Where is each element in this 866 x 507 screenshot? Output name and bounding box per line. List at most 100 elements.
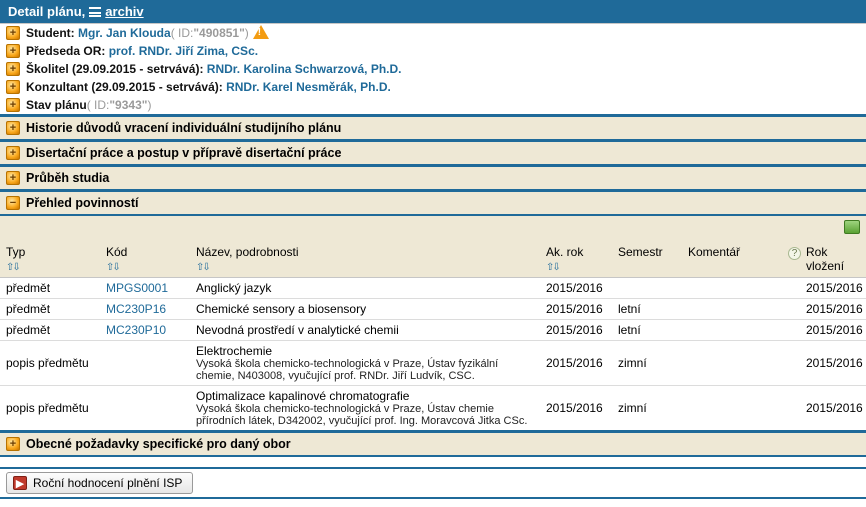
cell-comment: [682, 299, 782, 320]
duties-table-wrap: Typ ⇧⇩ Kód ⇧⇩ Název, podrobnosti ⇧⇩ Ak. …: [0, 214, 866, 430]
archive-link[interactable]: archiv: [105, 4, 143, 19]
section-history[interactable]: Historie důvodů vracení individuální stu…: [0, 117, 866, 139]
list-icon: [89, 7, 101, 17]
consultant-label: Konzultant (29.09.2015 - setrvává):: [26, 80, 223, 94]
student-name[interactable]: Mgr. Jan Klouda: [78, 26, 171, 40]
col-code[interactable]: Kód ⇧⇩: [100, 241, 190, 278]
expand-icon[interactable]: [6, 121, 20, 135]
cell-sub: Vysoká škola chemicko-technologická v Pr…: [196, 358, 534, 382]
cell-semester: letní: [612, 299, 682, 320]
consultant-name[interactable]: RNDr. Karel Nesměrák, Ph.D.: [226, 80, 391, 94]
cell-insert: 2015/2016: [800, 341, 866, 386]
cell-semester: letní: [612, 320, 682, 341]
expand-icon[interactable]: [6, 62, 20, 76]
cell-type: popis předmětu: [0, 341, 100, 386]
table-header-row: Typ ⇧⇩ Kód ⇧⇩ Název, podrobnosti ⇧⇩ Ak. …: [0, 241, 866, 278]
code-link[interactable]: MC230P16: [106, 302, 166, 316]
cell-semester: [612, 278, 682, 299]
tutor-label: Školitel (29.09.2015 - setrvává):: [26, 62, 203, 76]
section-progress-title: Průběh studia: [26, 171, 109, 185]
section-duties[interactable]: Přehled povinností: [0, 192, 866, 214]
student-id-prefix: ( ID:: [171, 26, 194, 40]
duties-table: Typ ⇧⇩ Kód ⇧⇩ Název, podrobnosti ⇧⇩ Ak. …: [0, 216, 866, 430]
row-state: Stav plánu ( ID: "9343" ): [0, 96, 866, 114]
cell-year: 2015/2016: [540, 278, 612, 299]
cell-type: popis předmětu: [0, 386, 100, 431]
cell-year: 2015/2016: [540, 341, 612, 386]
table-row: popis předmětuOptimalizace kapalinové ch…: [0, 386, 866, 431]
code-link[interactable]: MC230P10: [106, 323, 166, 337]
cell-type: předmět: [0, 278, 100, 299]
col-help[interactable]: ?: [782, 241, 800, 278]
cell-year: 2015/2016: [540, 320, 612, 341]
student-label: Student:: [26, 26, 75, 40]
section-generic-title: Obecné požadavky specifické pro daný obo…: [26, 437, 291, 451]
row-chair: Předseda OR: prof. RNDr. Jiří Zima, CSc.: [0, 42, 866, 60]
state-id-prefix: ( ID:: [87, 98, 110, 112]
cell-year: 2015/2016: [540, 299, 612, 320]
section-progress[interactable]: Průběh studia: [0, 167, 866, 189]
col-year[interactable]: Ak. rok ⇧⇩: [540, 241, 612, 278]
cell-insert: 2015/2016: [800, 386, 866, 431]
row-consultant: Konzultant (29.09.2015 - setrvává): RNDr…: [0, 78, 866, 96]
help-icon: ?: [788, 247, 801, 260]
annual-eval-label: Roční hodnocení plnění ISP: [33, 476, 182, 490]
cell-insert: 2015/2016: [800, 299, 866, 320]
row-student: Student: Mgr. Jan Klouda ( ID: "490851" …: [0, 24, 866, 42]
cell-sub: Vysoká škola chemicko-technologická v Pr…: [196, 403, 534, 427]
code-link[interactable]: MPGS0001: [106, 281, 168, 295]
section-history-title: Historie důvodů vracení individuální stu…: [26, 121, 341, 135]
tutor-name[interactable]: RNDr. Karolina Schwarzová, Ph.D.: [207, 62, 402, 76]
annual-eval-button[interactable]: ▶ Roční hodnocení plnění ISP: [6, 472, 193, 494]
col-type[interactable]: Typ ⇧⇩: [0, 241, 100, 278]
cell-insert: 2015/2016: [800, 320, 866, 341]
student-id-suffix: ): [245, 26, 249, 40]
cell-name: Anglický jazyk: [196, 281, 271, 295]
cell-comment: [682, 320, 782, 341]
state-id: "9343": [109, 98, 147, 112]
collapse-icon[interactable]: [6, 196, 20, 210]
expand-icon[interactable]: [6, 146, 20, 160]
header-title-prefix: Detail plánu,: [8, 4, 85, 19]
footer-row: ▶ Roční hodnocení plnění ISP: [0, 467, 866, 499]
cell-comment: [682, 278, 782, 299]
sort-icon[interactable]: ⇧⇩: [106, 262, 119, 273]
cell-type: předmět: [0, 320, 100, 341]
section-thesis-title: Disertační práce a postup v přípravě dis…: [26, 146, 341, 160]
table-row: popis předmětuElektrochemieVysoká škola …: [0, 341, 866, 386]
col-insert[interactable]: Rok vložení: [800, 241, 866, 278]
sort-icon[interactable]: ⇧⇩: [196, 262, 209, 273]
section-thesis[interactable]: Disertační práce a postup v přípravě dis…: [0, 142, 866, 164]
expand-icon[interactable]: [6, 437, 20, 451]
export-button[interactable]: [844, 220, 860, 234]
table-row: předmět MC230P16 Chemické sensory a biosen…: [0, 299, 866, 320]
cell-semester: zimní: [612, 341, 682, 386]
cell-name: Nevodná prostředí v analytické chemii: [196, 323, 399, 337]
sort-icon[interactable]: ⇧⇩: [546, 262, 559, 273]
expand-icon[interactable]: [6, 80, 20, 94]
expand-icon[interactable]: [6, 26, 20, 40]
col-comment[interactable]: Komentář: [682, 241, 782, 278]
expand-icon[interactable]: [6, 44, 20, 58]
cell-type: předmět: [0, 299, 100, 320]
cell-insert: 2015/2016: [800, 278, 866, 299]
state-id-suffix: ): [147, 98, 151, 112]
state-label: Stav plánu: [26, 98, 87, 112]
chair-label: Předseda OR:: [26, 44, 105, 58]
chair-name[interactable]: prof. RNDr. Jiří Zima, CSc.: [109, 44, 258, 58]
table-row: předmět MPGS0001 Anglický jazyk 2015/2016 20…: [0, 278, 866, 299]
expand-icon[interactable]: [6, 98, 20, 112]
col-name[interactable]: Název, podrobnosti ⇧⇩: [190, 241, 540, 278]
table-row: předmět MC230P10 Nevodná prostředí v analy…: [0, 320, 866, 341]
row-tutor: Školitel (29.09.2015 - setrvává): RNDr. …: [0, 60, 866, 78]
cell-semester: zimní: [612, 386, 682, 431]
expand-icon[interactable]: [6, 171, 20, 185]
warning-icon[interactable]: [253, 25, 269, 39]
section-generic[interactable]: Obecné požadavky specifické pro daný obo…: [0, 433, 866, 455]
cell-year: 2015/2016: [540, 386, 612, 431]
cell-name: Chemické sensory a biosensory: [196, 302, 366, 316]
page-header: Detail plánu, archiv: [0, 0, 866, 23]
section-duties-title: Přehled povinností: [26, 196, 139, 210]
col-semester[interactable]: Semestr: [612, 241, 682, 278]
sort-icon[interactable]: ⇧⇩: [6, 262, 19, 273]
